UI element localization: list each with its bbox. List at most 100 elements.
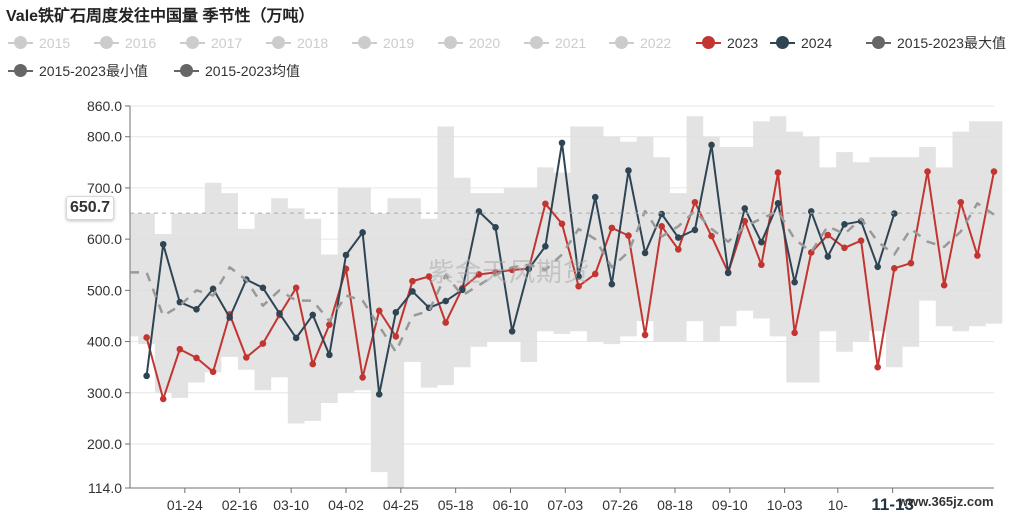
legend-line-dot-icon [866,36,891,50]
data-point [874,263,881,271]
x-tick-label: 03-10 [273,497,309,513]
legend-label: 2015-2023最小值 [39,63,148,79]
legend-label: 2017 [211,35,243,51]
data-point [957,198,965,206]
y-tick-label: 400.0 [87,334,122,350]
legend-item-10[interactable]: 2015-2023最大值 [866,32,1006,54]
legend-line-dot-icon [8,36,33,50]
data-point [558,139,566,147]
legend-item-9[interactable]: 2024 [770,32,832,54]
data-point [907,259,915,267]
x-tick-label: 08-18 [657,497,693,513]
data-point [326,351,333,359]
legend: 2015 2016 2017 2018 2019 2020 2021 2022 2023 2024… [0,32,1020,90]
data-point [442,319,449,326]
data-point [675,246,682,253]
data-point [857,237,865,244]
data-point [409,277,416,285]
data-point [425,273,433,280]
x-tick-label: 02-16 [222,497,258,513]
data-point [675,234,682,241]
legend-line-dot-icon [174,64,199,78]
legend-item-12[interactable]: 2015-2023均值 [174,60,300,82]
data-point [841,220,848,228]
legend-item-8[interactable]: 2023 [696,32,758,54]
legend-label: 2021 [555,35,587,51]
legend-line-dot-icon [8,64,33,78]
data-point [708,232,715,240]
data-point [874,363,881,371]
x-tick-label: 05-18 [438,497,474,513]
data-point [159,395,167,403]
data-point [193,305,200,313]
data-point [591,270,599,278]
data-point [159,240,167,248]
axis-pointer-value: 650.7 [66,196,115,220]
site-watermark: www.365jz.com [898,494,994,509]
legend-item-2[interactable]: 2017 [180,32,242,54]
data-point [176,345,184,353]
data-point [591,193,599,201]
data-point [226,314,233,321]
legend-item-4[interactable]: 2019 [352,32,414,54]
data-point [774,169,782,176]
series-line-2015-2023均值 [130,202,995,354]
x-tick-label: 06-10 [493,497,529,513]
data-point [209,285,217,293]
data-point [542,243,549,250]
data-point [309,311,317,319]
data-point [625,167,632,174]
legend-line-dot-icon [438,36,463,50]
data-point [691,198,699,206]
data-point [392,309,400,316]
data-point [243,354,250,361]
legend-item-11[interactable]: 2015-2023最小值 [8,60,148,82]
y-tick-label: 600.0 [87,231,122,247]
data-point [974,252,981,259]
data-point [442,297,449,305]
legend-item-1[interactable]: 2016 [94,32,156,54]
series-line-2024 [145,141,896,396]
x-tick-label: 09-10 [712,497,748,513]
legend-label: 2022 [640,35,672,51]
data-point [641,249,649,257]
legend-line-dot-icon [266,36,291,50]
data-point [342,251,350,259]
legend-item-0[interactable]: 2015 [8,32,70,54]
data-point [259,284,267,292]
data-point [708,141,715,149]
legend-item-7[interactable]: 2022 [609,32,671,54]
legend-item-5[interactable]: 2020 [438,32,500,54]
legend-label: 2015-2023最大值 [897,35,1006,51]
data-point [658,223,665,230]
x-tick-label: 07-26 [602,497,638,513]
data-point [741,205,749,212]
x-tick-label: 01-24 [167,497,203,513]
legend-line-dot-icon [696,36,721,50]
data-point [791,278,798,286]
data-point [193,354,200,362]
data-point [326,321,333,328]
data-point [259,340,267,347]
data-point [508,328,516,335]
legend-item-3[interactable]: 2018 [266,32,328,54]
data-point [475,271,483,278]
chart-title: Vale铁矿石周度发往中国量 季节性（万吨） [6,8,315,25]
data-point [558,220,566,228]
data-point [459,286,466,294]
legend-line-dot-icon [180,36,205,50]
data-point [309,360,317,368]
legend-line-dot-icon [94,36,119,50]
x-tick-label: 10- [828,497,849,513]
y-tick-label: 700.0 [87,180,122,196]
data-point [392,333,400,340]
data-point [891,265,898,272]
data-point [525,265,533,273]
data-point [492,224,499,231]
data-point [276,310,283,317]
legend-label: 2016 [125,35,157,51]
data-point [575,282,582,290]
legend-item-6[interactable]: 2021 [524,32,586,54]
data-point [575,273,582,280]
y-tick-label: 500.0 [87,282,122,298]
